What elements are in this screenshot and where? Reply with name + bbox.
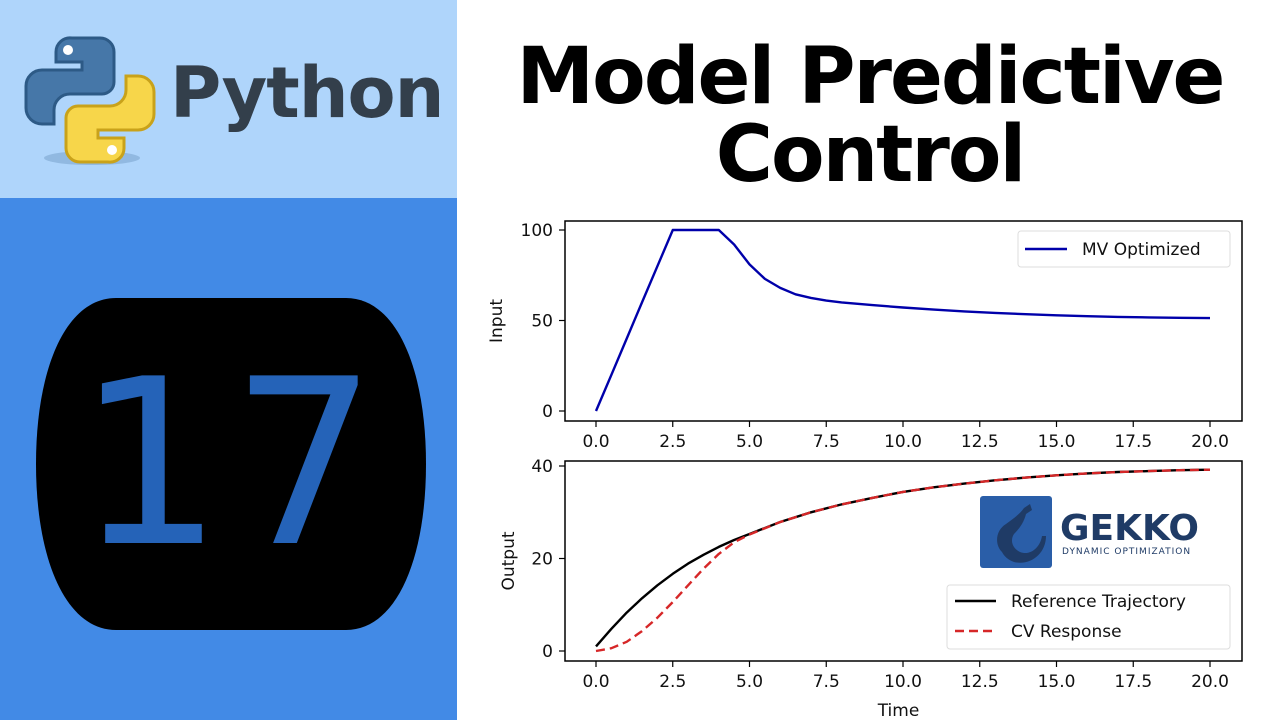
x-tick-label: 12.5 (961, 672, 999, 692)
y-axis-label: Input (487, 299, 507, 343)
x-tick-label: 0.0 (582, 432, 609, 452)
legend: MV Optimized (1017, 230, 1231, 268)
x-tick-label: 17.5 (1114, 432, 1152, 452)
x-tick-label: 5.0 (736, 672, 763, 692)
mpc-charts: 0.0 2.5 5.0 7.5 10.0 12.5 15.0 17.5 20.0 0 50 100 In… (487, 220, 1243, 720)
y-axis-label: Output (499, 531, 519, 590)
y-tick-label: 0 (542, 642, 553, 662)
gekko-tagline: DYNAMIC OPTIMIZATION (1062, 547, 1191, 557)
series-line (594, 228, 1211, 412)
legend-label: MV Optimized (1082, 240, 1201, 260)
page-title: Model Predictive Control (480, 38, 1260, 194)
x-tick-label: 20.0 (1191, 672, 1229, 692)
x-tick-label: 2.5 (659, 432, 686, 452)
x-tick-label: 17.5 (1114, 672, 1152, 692)
x-tick-label: 15.0 (1038, 672, 1076, 692)
title-line-2: Control (715, 110, 1026, 200)
x-tick-label: 20.0 (1191, 432, 1229, 452)
gekko-logo: GEKKO DYNAMIC OPTIMIZATION (980, 496, 1199, 568)
x-tick-label: 5.0 (736, 432, 763, 452)
x-axis-label: Time (877, 701, 920, 720)
python-brand-text: Python (170, 52, 444, 134)
python-logo-icon (24, 36, 156, 165)
legend-label: CV Response (1011, 622, 1122, 642)
output-chart: 0.0 2.5 5.0 7.5 10.0 12.5 15.0 17.5 20.0 0 20 40 Out… (499, 457, 1243, 720)
x-tick-label: 10.0 (884, 672, 922, 692)
x-tick-label: 7.5 (813, 432, 840, 452)
y-tick-label: 40 (531, 457, 553, 477)
y-tick-label: 100 (521, 221, 553, 241)
series-line (595, 468, 1211, 653)
legend-label: Reference Trajectory (1011, 592, 1186, 612)
x-tick-label: 7.5 (813, 672, 840, 692)
x-tick-label: 2.5 (659, 672, 686, 692)
input-chart: 0.0 2.5 5.0 7.5 10.0 12.5 15.0 17.5 20.0 0 50 100 In… (487, 220, 1243, 452)
gecko-icon (997, 504, 1046, 563)
y-tick-label: 50 (531, 312, 553, 332)
x-tick-label: 15.0 (1038, 432, 1076, 452)
python-header-panel: Python (0, 0, 457, 198)
episode-badge-container: 17 (36, 298, 426, 630)
gekko-name: GEKKO (1060, 508, 1199, 549)
y-tick-label: 0 (542, 402, 553, 422)
title-line-1: Model Predictive (516, 32, 1226, 122)
x-tick-label: 0.0 (582, 672, 609, 692)
episode-badge (36, 298, 426, 630)
legend: Reference Trajectory CV Response (946, 584, 1231, 650)
x-tick-label: 12.5 (961, 432, 999, 452)
episode-number: 17 (76, 330, 386, 598)
x-tick-label: 10.0 (884, 432, 922, 452)
y-tick-label: 20 (531, 550, 553, 570)
